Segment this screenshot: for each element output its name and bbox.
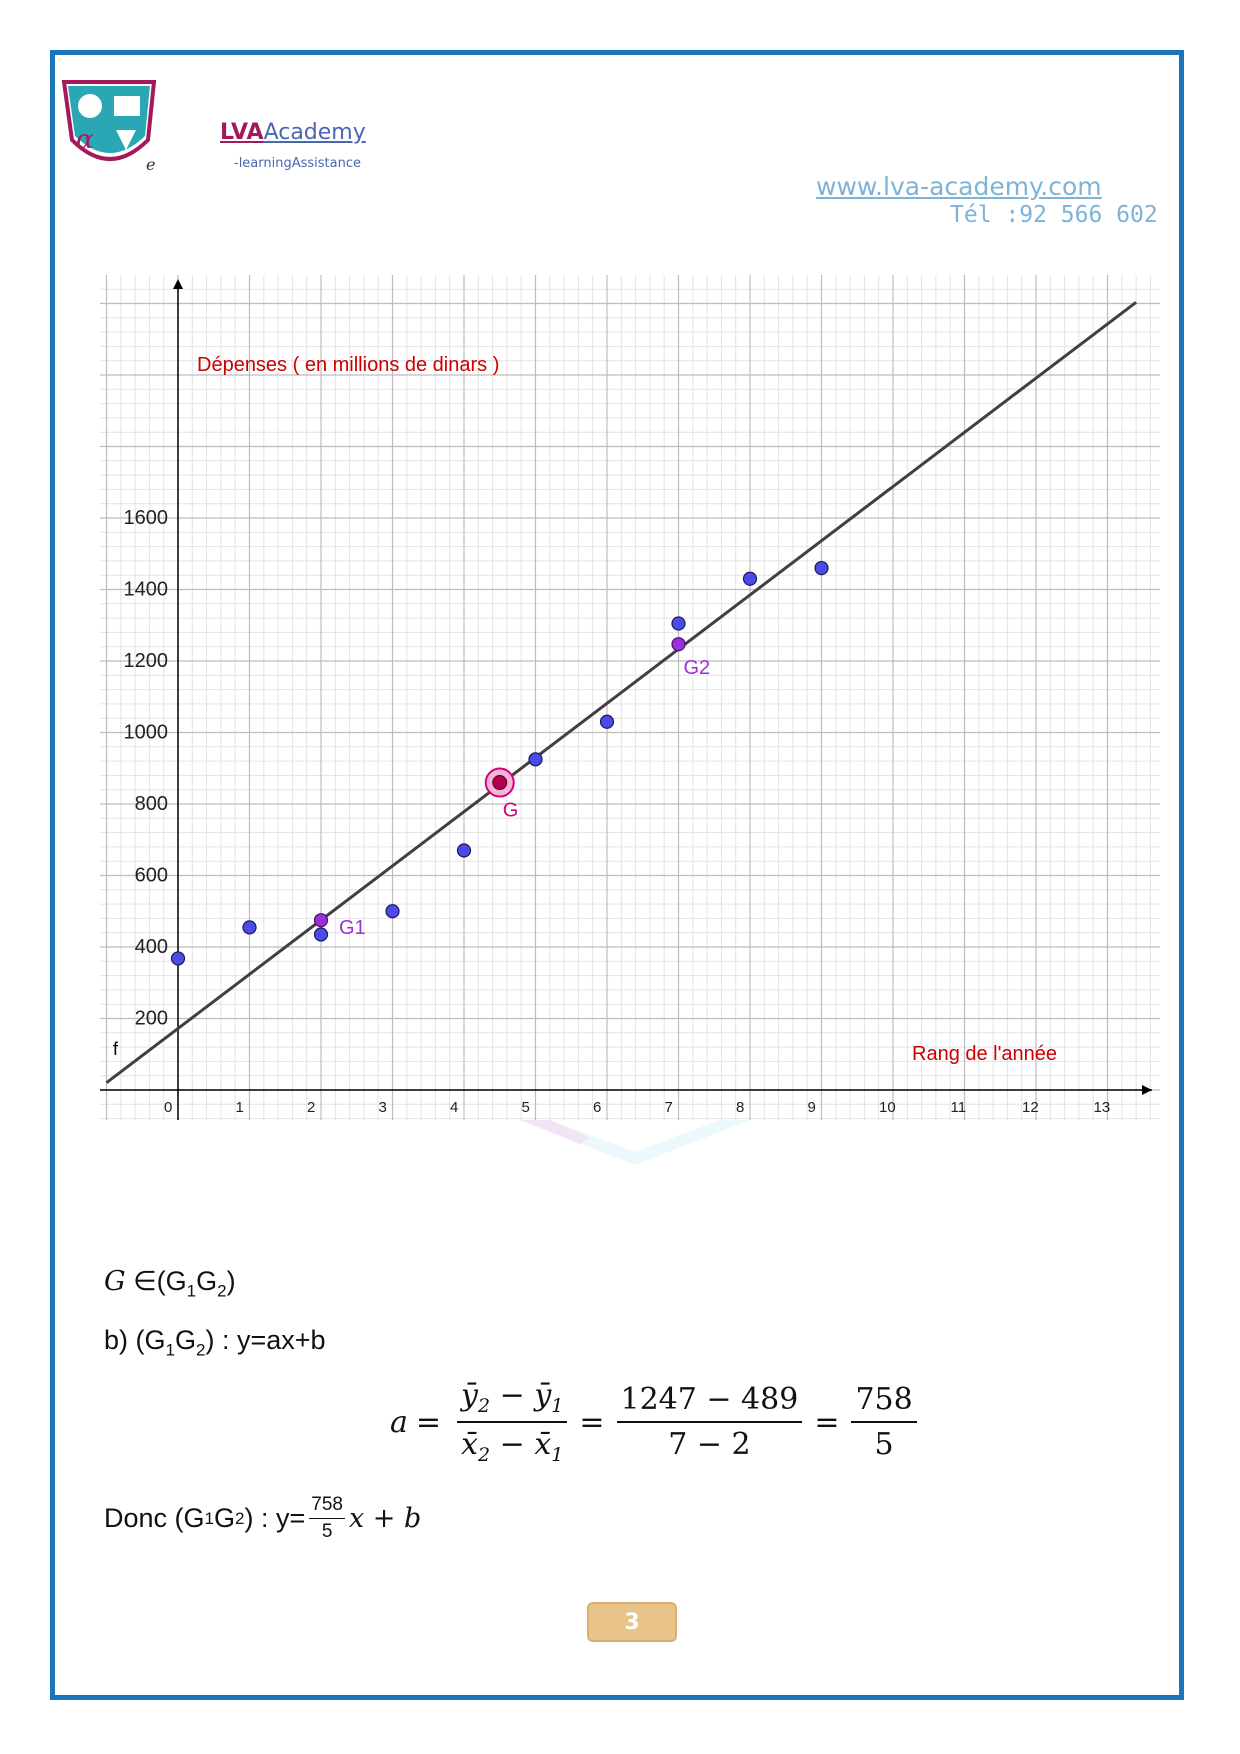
slope-fraction-result: 758 5 bbox=[851, 1382, 917, 1462]
partial-centroid-point bbox=[313, 913, 329, 928]
x-axis-arrow bbox=[1142, 1085, 1152, 1095]
partial-centroid-label: G2 bbox=[684, 657, 711, 679]
logo-letter: e bbox=[146, 155, 155, 173]
data-point bbox=[170, 951, 186, 966]
centroid-label: G bbox=[503, 800, 519, 822]
y-tick-label: 400 bbox=[135, 936, 168, 958]
y-tick-label: 200 bbox=[135, 1008, 168, 1030]
brand-name: LVAAcademy bbox=[220, 122, 366, 144]
data-point bbox=[242, 920, 257, 935]
watermark bbox=[520, 1120, 750, 1165]
x-axis-label: Rang de l'année bbox=[912, 1043, 1057, 1065]
data-point bbox=[385, 904, 400, 919]
y-tick-label: 600 bbox=[135, 865, 168, 887]
data-point bbox=[814, 560, 829, 576]
brand-subtitle: -learningAssistance bbox=[234, 156, 361, 171]
regression-line bbox=[105, 301, 1138, 1084]
centroid-point bbox=[492, 775, 508, 791]
data-point bbox=[671, 616, 686, 631]
page-number: 3 bbox=[587, 1602, 677, 1642]
y-tick-label: 1000 bbox=[124, 722, 169, 744]
regression-chart: 0 1 2 3 4 5 6 7 8 9 10 11 12 132004006008001000120014… bbox=[100, 275, 1160, 1120]
conclusion-line: Donc (G 1 G 2) : y= 758 5 x + b bbox=[104, 1494, 422, 1542]
y-tick-label: 1200 bbox=[124, 650, 169, 672]
x-tick-label: 9 bbox=[808, 1099, 816, 1116]
x-tick-label: 13 bbox=[1094, 1099, 1111, 1116]
x-tick-label: 6 bbox=[593, 1099, 601, 1116]
data-point bbox=[599, 714, 615, 729]
x-tick-label: 8 bbox=[736, 1099, 744, 1116]
x-tick-label: 3 bbox=[379, 1099, 387, 1116]
function-label: f bbox=[113, 1039, 119, 1059]
x-tick-label: 7 bbox=[665, 1099, 673, 1116]
brand-lva: LVA bbox=[220, 120, 264, 145]
svg-text:α: α bbox=[76, 125, 94, 155]
academy-logo: α e bbox=[61, 80, 157, 173]
brand-academy: Academy bbox=[263, 120, 366, 145]
page-border bbox=[50, 50, 1184, 1700]
y-tick-label: 800 bbox=[135, 793, 168, 815]
y-axis-arrow bbox=[173, 279, 183, 289]
conclusion-fraction: 758 5 bbox=[309, 1494, 345, 1542]
membership-line: G ∈(G1G2) bbox=[104, 1266, 236, 1301]
x-tick-label: 0 bbox=[164, 1099, 172, 1116]
line-equation-heading: b) (G1G2) : y=ax+b bbox=[104, 1325, 326, 1360]
partial-centroid-label: G1 bbox=[339, 917, 366, 939]
slope-fraction-numeric: 1247 − 489 7 − 2 bbox=[616, 1382, 803, 1462]
y-tick-label: 1400 bbox=[124, 579, 169, 601]
point-g: G bbox=[104, 1266, 126, 1297]
slope-formula: a = ȳ2 − ȳ1 x̄2 − x̄1 = 1247 − 489 7 − 2… bbox=[390, 1378, 925, 1466]
data-point bbox=[528, 752, 543, 767]
website-link[interactable]: www.lva-academy.com bbox=[816, 172, 1102, 201]
slope-fraction-symbolic: ȳ2 − ȳ1 x̄2 − x̄1 bbox=[457, 1378, 568, 1466]
data-point bbox=[456, 843, 472, 858]
y-axis-label: Dépenses ( en millions de dinars ) bbox=[197, 354, 499, 376]
x-tick-label: 2 bbox=[307, 1099, 315, 1116]
data-point bbox=[313, 927, 329, 942]
partial-centroid-point bbox=[671, 637, 686, 652]
x-tick-label: 11 bbox=[951, 1099, 967, 1116]
data-point bbox=[742, 571, 758, 586]
x-tick-label: 4 bbox=[450, 1099, 458, 1116]
x-tick-label: 1 bbox=[236, 1099, 244, 1116]
phone-number: Tél :92 566 602 bbox=[950, 202, 1158, 228]
x-tick-label: 12 bbox=[1022, 1099, 1039, 1116]
y-tick-label: 1600 bbox=[124, 507, 169, 529]
x-tick-label: 5 bbox=[522, 1099, 530, 1116]
x-tick-label: 10 bbox=[879, 1099, 896, 1116]
